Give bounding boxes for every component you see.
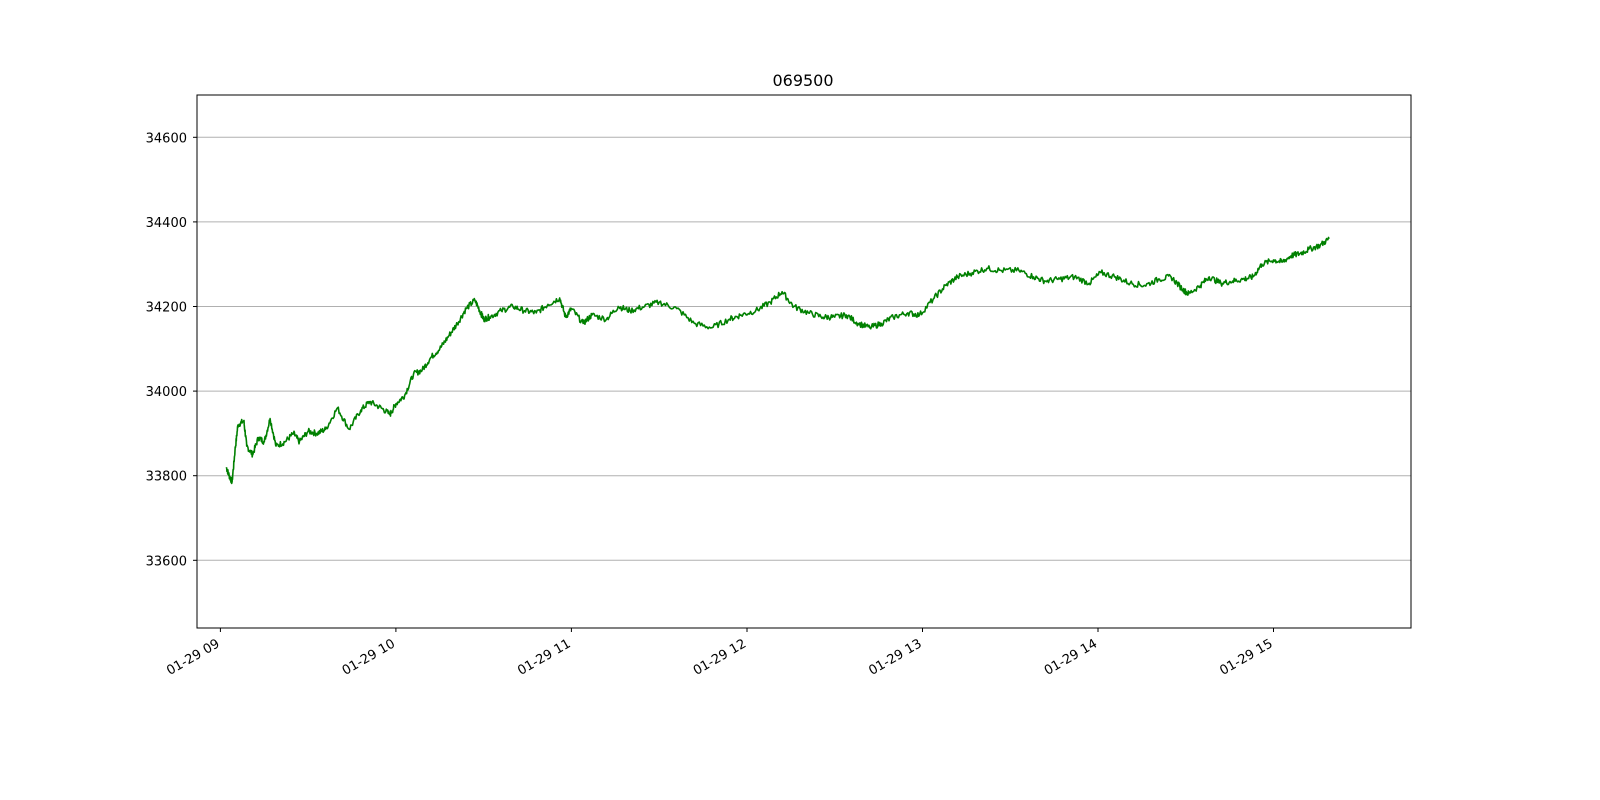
grid-lines [197,136,1411,561]
y-tick-label: 34400 [146,216,187,231]
y-tick-label: 33600 [146,554,187,569]
y-axis: 33600 33800 34000 34200 34400 34600 [146,131,197,569]
plot-area-frame [196,94,1412,629]
y-tick-label: 34200 [146,301,187,316]
chart-title: 069500 [772,71,833,90]
y-tick-label: 33800 [146,470,187,485]
price-series-line [225,236,1330,485]
series-layer [225,236,1330,485]
y-tick-label: 34000 [146,385,187,400]
y-tick-label: 34600 [146,131,187,146]
